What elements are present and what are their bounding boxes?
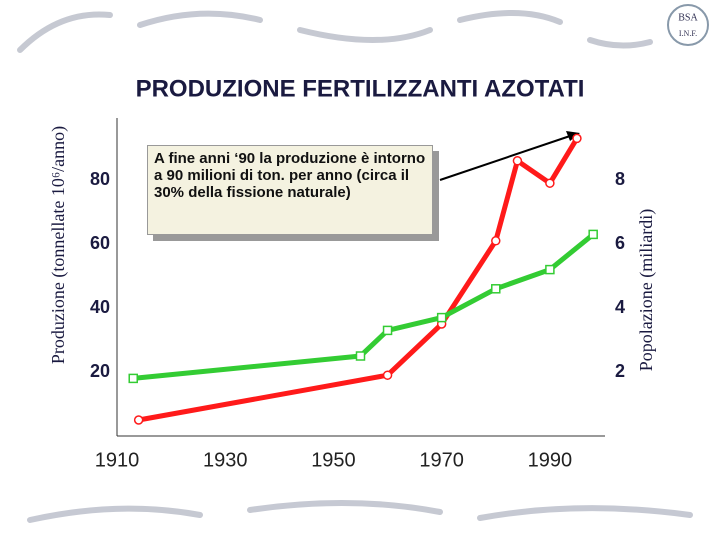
y2-tick-label: 4: [615, 297, 625, 317]
x-tick-label: 1990: [528, 449, 573, 471]
y-tick-label: 80: [90, 169, 110, 189]
marker: [572, 133, 582, 144]
marker: [436, 312, 447, 323]
marker: [133, 415, 144, 425]
y2-tick-label: 2: [615, 361, 625, 381]
y2-tick-label: 6: [615, 233, 625, 253]
marker: [588, 229, 598, 240]
y-tick-label: 20: [90, 361, 110, 381]
logo-text: BSA: [678, 12, 698, 23]
logo-text: I.N.F.: [679, 29, 697, 38]
y2-tick-label: 8: [615, 169, 625, 189]
x-tick-label: 1930: [203, 449, 248, 471]
annotation: A fine anni ‘90 la produzione è intorno …: [147, 145, 433, 235]
logo: BSA I.N.F.: [667, 4, 709, 46]
chart-title: PRODUZIONE FERTILIZZANTI AZOTATI: [136, 75, 585, 102]
marker: [545, 178, 555, 188]
marker: [382, 370, 393, 380]
marker: [128, 373, 138, 384]
marker: [491, 284, 501, 294]
decoration: [17, 9, 693, 523]
y2-axis-label: Popolazione (miliardi): [636, 209, 657, 371]
y-tick-label: 40: [90, 297, 110, 317]
marker: [491, 236, 501, 246]
marker: [545, 264, 555, 275]
y-axis-label: Produzione (tonnellate 10⁶/anno): [48, 126, 69, 364]
x-tick-label: 1950: [311, 449, 356, 471]
marker: [512, 156, 523, 166]
marker: [355, 351, 366, 361]
y-tick-label: 60: [90, 233, 110, 253]
x-tick-label: 1910: [95, 449, 140, 471]
arrow: [439, 135, 571, 181]
x-tick-label: 1970: [419, 449, 464, 471]
marker: [382, 325, 393, 336]
